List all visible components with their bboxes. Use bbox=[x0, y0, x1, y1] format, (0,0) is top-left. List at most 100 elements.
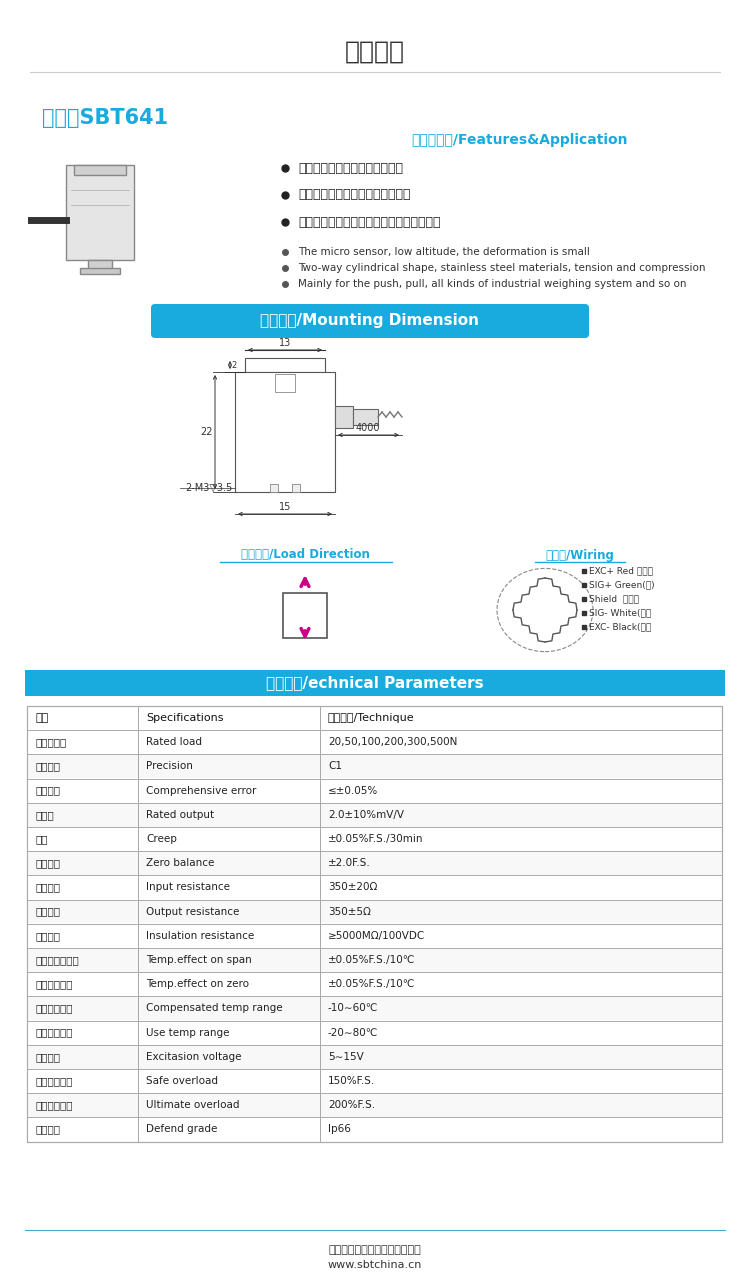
Text: Creep: Creep bbox=[146, 834, 177, 845]
Text: EXC+ Red （红）: EXC+ Red （红） bbox=[589, 566, 653, 575]
Bar bbox=[28, 901, 722, 923]
Text: 绝缘电阻: 绝缘电阻 bbox=[35, 931, 60, 941]
Text: Input resistance: Input resistance bbox=[146, 883, 230, 893]
Text: Safe overload: Safe overload bbox=[146, 1076, 218, 1086]
Bar bbox=[275, 374, 295, 392]
Text: 传感器量程: 传感器量程 bbox=[35, 738, 66, 747]
Text: Temp.effect on zero: Temp.effect on zero bbox=[146, 979, 249, 990]
Text: 350±5Ω: 350±5Ω bbox=[328, 907, 370, 917]
Text: Output resistance: Output resistance bbox=[146, 907, 239, 917]
Text: 主要用于推、拉力计，各种工业称重系统等: 主要用于推、拉力计，各种工业称重系统等 bbox=[298, 215, 440, 229]
Text: 微型传感器，高度低，变形量小: 微型传感器，高度低，变形量小 bbox=[298, 162, 403, 174]
Text: 安全过载范围: 安全过载范围 bbox=[35, 1076, 73, 1086]
Text: 零点输出: 零点输出 bbox=[35, 859, 60, 869]
Bar bbox=[28, 973, 722, 996]
Text: 精度等级: 精度等级 bbox=[35, 762, 60, 771]
Text: 激励电压: 激励电压 bbox=[35, 1052, 60, 1062]
Text: -10∼60℃: -10∼60℃ bbox=[328, 1004, 378, 1014]
Bar bbox=[28, 1118, 722, 1141]
Text: 防护等级: 防护等级 bbox=[35, 1124, 60, 1135]
Text: Zero balance: Zero balance bbox=[146, 859, 214, 869]
Bar bbox=[74, 165, 126, 176]
Text: 安装尺寸/Mounting Dimension: 安装尺寸/Mounting Dimension bbox=[260, 313, 479, 328]
Text: 使用温度范围: 使用温度范围 bbox=[35, 1028, 73, 1038]
Text: 输出阻抗: 输出阻抗 bbox=[35, 907, 60, 917]
Text: 温度补偿范围: 温度补偿范围 bbox=[35, 1004, 73, 1014]
Text: SIG+ Green(绿): SIG+ Green(绿) bbox=[589, 580, 655, 589]
Bar bbox=[28, 1021, 722, 1044]
Text: 圆柱外形，不锈钢材料，拉压双向: 圆柱外形，不锈钢材料，拉压双向 bbox=[298, 188, 410, 201]
Text: 4000: 4000 bbox=[356, 424, 380, 432]
Text: 灵敏度温度影响: 灵敏度温度影响 bbox=[35, 955, 79, 965]
Text: 22: 22 bbox=[200, 427, 213, 438]
Bar bbox=[28, 828, 722, 851]
Text: 20,50,100,200,300,500N: 20,50,100,200,300,500N bbox=[328, 738, 458, 747]
Text: 350±20Ω: 350±20Ω bbox=[328, 883, 377, 893]
Text: 型号：SBT641: 型号：SBT641 bbox=[42, 108, 168, 128]
Text: 150%F.S.: 150%F.S. bbox=[328, 1076, 375, 1086]
Bar bbox=[27, 706, 722, 1141]
Text: 综合误差: 综合误差 bbox=[35, 786, 60, 795]
Bar bbox=[353, 410, 378, 425]
Bar bbox=[28, 1070, 722, 1093]
Text: 15: 15 bbox=[279, 502, 291, 513]
Text: 蠕变: 蠕变 bbox=[35, 834, 47, 845]
Bar bbox=[292, 485, 300, 492]
Bar bbox=[28, 1046, 722, 1068]
FancyBboxPatch shape bbox=[151, 304, 589, 338]
Text: 参数: 参数 bbox=[35, 714, 48, 722]
Text: Temp.effect on span: Temp.effect on span bbox=[146, 955, 252, 965]
Bar bbox=[28, 925, 722, 948]
Text: ±0.05%F.S./30min: ±0.05%F.S./30min bbox=[328, 834, 424, 845]
Text: 灵敏度: 灵敏度 bbox=[35, 810, 54, 819]
Text: 产品参数: 产品参数 bbox=[345, 39, 405, 64]
Bar bbox=[28, 754, 722, 778]
Bar bbox=[25, 670, 725, 696]
Text: 技术指标/Technique: 技术指标/Technique bbox=[328, 714, 415, 722]
Text: ±2.0F.S.: ±2.0F.S. bbox=[328, 859, 370, 869]
Text: Two-way cylindrical shape, stainless steel materials, tension and compression: Two-way cylindrical shape, stainless ste… bbox=[298, 263, 706, 273]
Bar bbox=[28, 730, 722, 754]
Bar bbox=[28, 852, 722, 875]
Bar bbox=[28, 1094, 722, 1117]
Bar bbox=[270, 485, 278, 492]
Text: The micro sensor, low altitude, the deformation is small: The micro sensor, low altitude, the defo… bbox=[298, 247, 590, 257]
Text: 广州市斯巴拓电子科技有限公司: 广州市斯巴拓电子科技有限公司 bbox=[328, 1245, 422, 1255]
Text: Ultimate overload: Ultimate overload bbox=[146, 1100, 239, 1110]
Text: ≤±0.05%: ≤±0.05% bbox=[328, 786, 378, 795]
Bar bbox=[245, 357, 325, 371]
Bar bbox=[335, 406, 353, 427]
Bar bbox=[235, 371, 335, 492]
Text: 200%F.S.: 200%F.S. bbox=[328, 1100, 375, 1110]
Text: 极限过载范围: 极限过载范围 bbox=[35, 1100, 73, 1110]
Text: 2: 2 bbox=[232, 360, 237, 369]
Text: SIG- White(白）: SIG- White(白） bbox=[589, 608, 651, 617]
Text: 13: 13 bbox=[279, 338, 291, 349]
Text: Mainly for the push, pull, all kinds of industrial weighing system and so on: Mainly for the push, pull, all kinds of … bbox=[298, 279, 686, 289]
Text: Insulation resistance: Insulation resistance bbox=[146, 931, 254, 941]
Text: Precision: Precision bbox=[146, 762, 193, 771]
Text: ±0.05%F.S./10℃: ±0.05%F.S./10℃ bbox=[328, 979, 416, 990]
Text: 输入阻抗: 输入阻抗 bbox=[35, 883, 60, 893]
Text: 受力方式/Load Direction: 受力方式/Load Direction bbox=[241, 548, 370, 561]
Bar bbox=[27, 706, 722, 1141]
Text: Comprehensive error: Comprehensive error bbox=[146, 786, 256, 795]
Text: 零点温度影响: 零点温度影响 bbox=[35, 979, 73, 990]
Text: Defend grade: Defend grade bbox=[146, 1124, 218, 1135]
Text: 接线图/Wiring: 接线图/Wiring bbox=[545, 548, 614, 561]
Bar bbox=[283, 593, 327, 639]
Text: 特点与用途/Features&Application: 特点与用途/Features&Application bbox=[412, 134, 628, 148]
Text: 2-M3▽3.5: 2-M3▽3.5 bbox=[186, 483, 233, 494]
Text: 技术参数/echnical Parameters: 技术参数/echnical Parameters bbox=[266, 675, 484, 691]
Bar bbox=[28, 876, 722, 899]
Text: Rated output: Rated output bbox=[146, 810, 214, 819]
Text: Rated load: Rated load bbox=[146, 738, 202, 747]
Text: Ip66: Ip66 bbox=[328, 1124, 351, 1135]
Text: Use temp range: Use temp range bbox=[146, 1028, 230, 1038]
Bar bbox=[80, 268, 120, 273]
Text: ≥5000MΩ/100VDC: ≥5000MΩ/100VDC bbox=[328, 931, 425, 941]
Text: 2.0±10%mV/V: 2.0±10%mV/V bbox=[328, 810, 404, 819]
Bar bbox=[28, 804, 722, 827]
Text: www.sbtchina.cn: www.sbtchina.cn bbox=[328, 1261, 422, 1269]
Text: C1: C1 bbox=[328, 762, 342, 771]
